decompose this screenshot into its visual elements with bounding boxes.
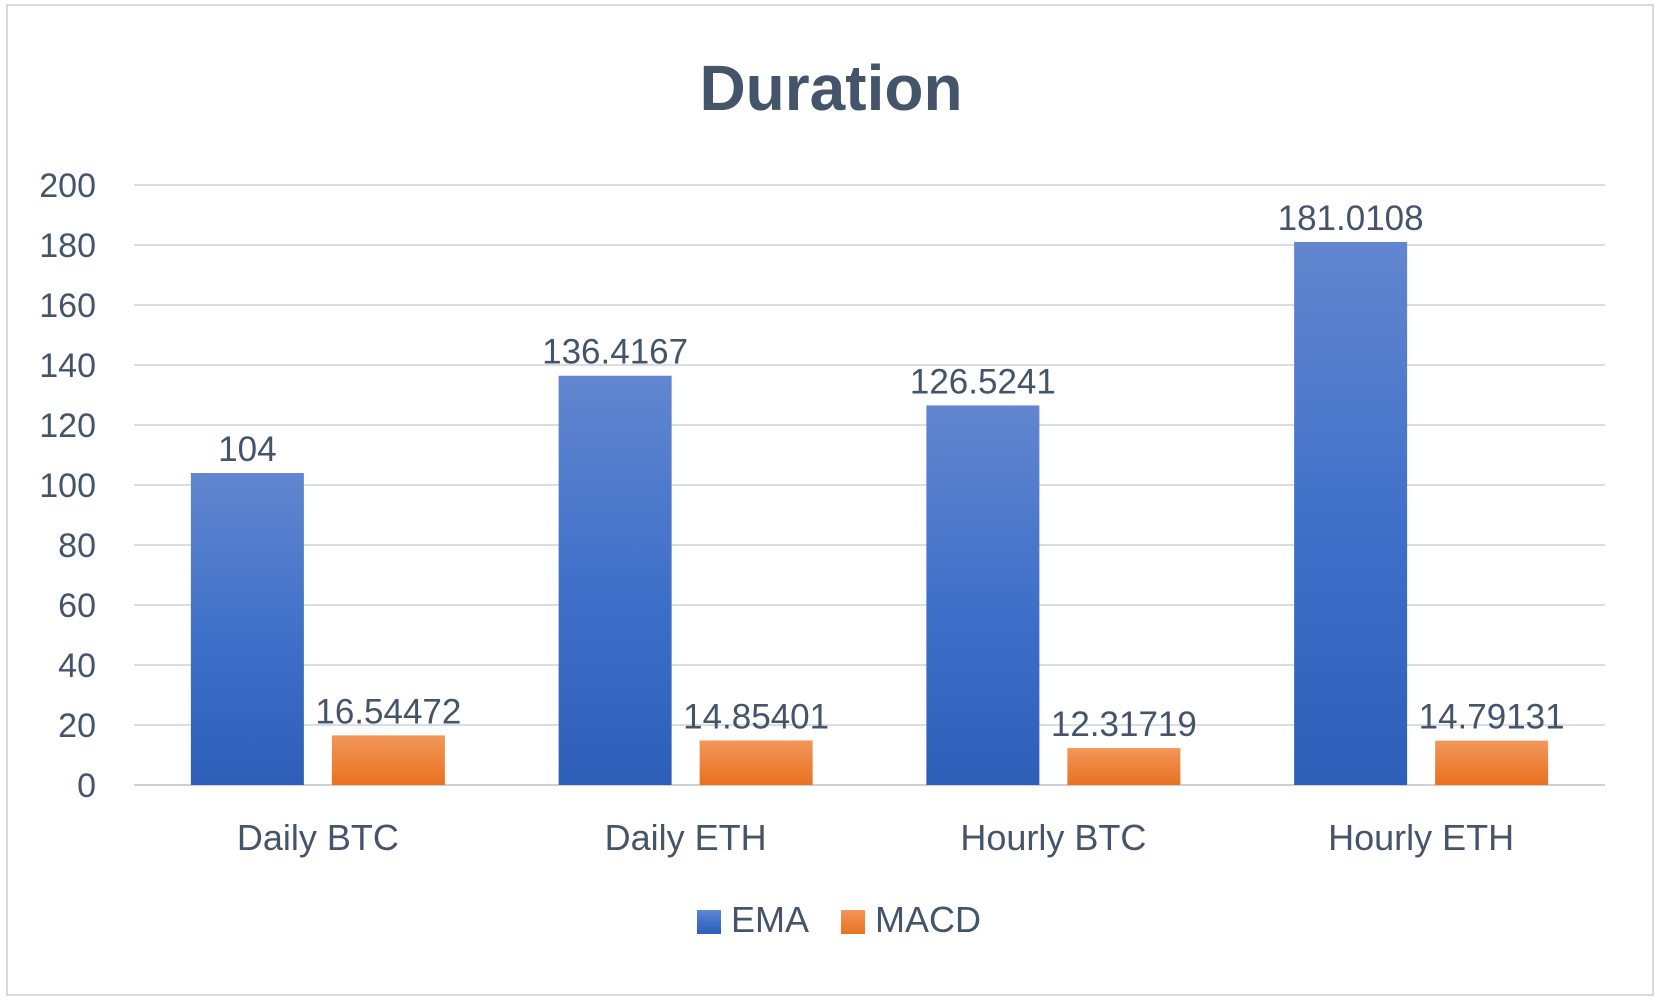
legend: EMA MACD xyxy=(697,899,981,940)
y-tick-label: 140 xyxy=(39,347,96,385)
bar-ema-daily-eth xyxy=(558,375,672,785)
bars xyxy=(190,241,1549,786)
y-tick-label: 160 xyxy=(39,287,96,325)
legend-label: MACD xyxy=(875,899,981,940)
y-tick-label: 120 xyxy=(39,407,96,445)
x-category-label: Hourly ETH xyxy=(1328,817,1514,858)
data-label: 14.79131 xyxy=(1419,698,1565,737)
bar-ema-daily-btc xyxy=(190,473,304,785)
legend-item-ema: EMA xyxy=(697,899,809,940)
legend-item-macd: MACD xyxy=(841,899,981,940)
data-label: 181.0108 xyxy=(1278,199,1424,238)
data-label: 14.85401 xyxy=(683,697,829,736)
y-tick-label: 100 xyxy=(39,467,96,505)
bar-ema-hourly-eth xyxy=(1294,241,1408,786)
x-category-label: Hourly BTC xyxy=(960,817,1146,858)
x-axis-categories: Daily BTC Daily ETH Hourly BTC Hourly ETH xyxy=(237,817,1514,858)
x-category-label: Daily ETH xyxy=(605,817,767,858)
y-tick-label: 80 xyxy=(58,527,96,565)
y-tick-label: 20 xyxy=(58,707,96,745)
y-tick-label: 0 xyxy=(77,767,96,805)
legend-swatch xyxy=(697,910,721,934)
data-label: 16.54472 xyxy=(315,692,461,731)
data-labels: 104 16.54472 136.4167 14.85401 126.5241 12.31… xyxy=(218,199,1564,744)
legend-label: EMA xyxy=(731,899,809,940)
y-tick-label: 60 xyxy=(58,587,96,625)
data-label: 126.5241 xyxy=(910,362,1056,401)
y-tick-label: 200 xyxy=(39,167,96,205)
bar-ema-hourly-btc xyxy=(926,405,1040,785)
y-tick-label: 180 xyxy=(39,227,96,265)
bar-macd-daily-eth xyxy=(699,740,813,785)
x-category-label: Daily BTC xyxy=(237,817,399,858)
legend-swatch xyxy=(841,910,865,934)
bar-macd-daily-btc xyxy=(331,735,445,785)
y-axis-ticks: 0 20 40 60 80 100 120 140 160 180 200 xyxy=(39,167,96,805)
chart-title: Duration xyxy=(699,52,962,124)
data-label: 104 xyxy=(218,430,276,469)
data-label: 136.4167 xyxy=(542,333,688,372)
bar-macd-hourly-btc xyxy=(1067,748,1181,785)
bar-macd-hourly-eth xyxy=(1435,740,1549,785)
data-label: 12.31719 xyxy=(1051,705,1197,744)
y-tick-label: 40 xyxy=(58,647,96,685)
